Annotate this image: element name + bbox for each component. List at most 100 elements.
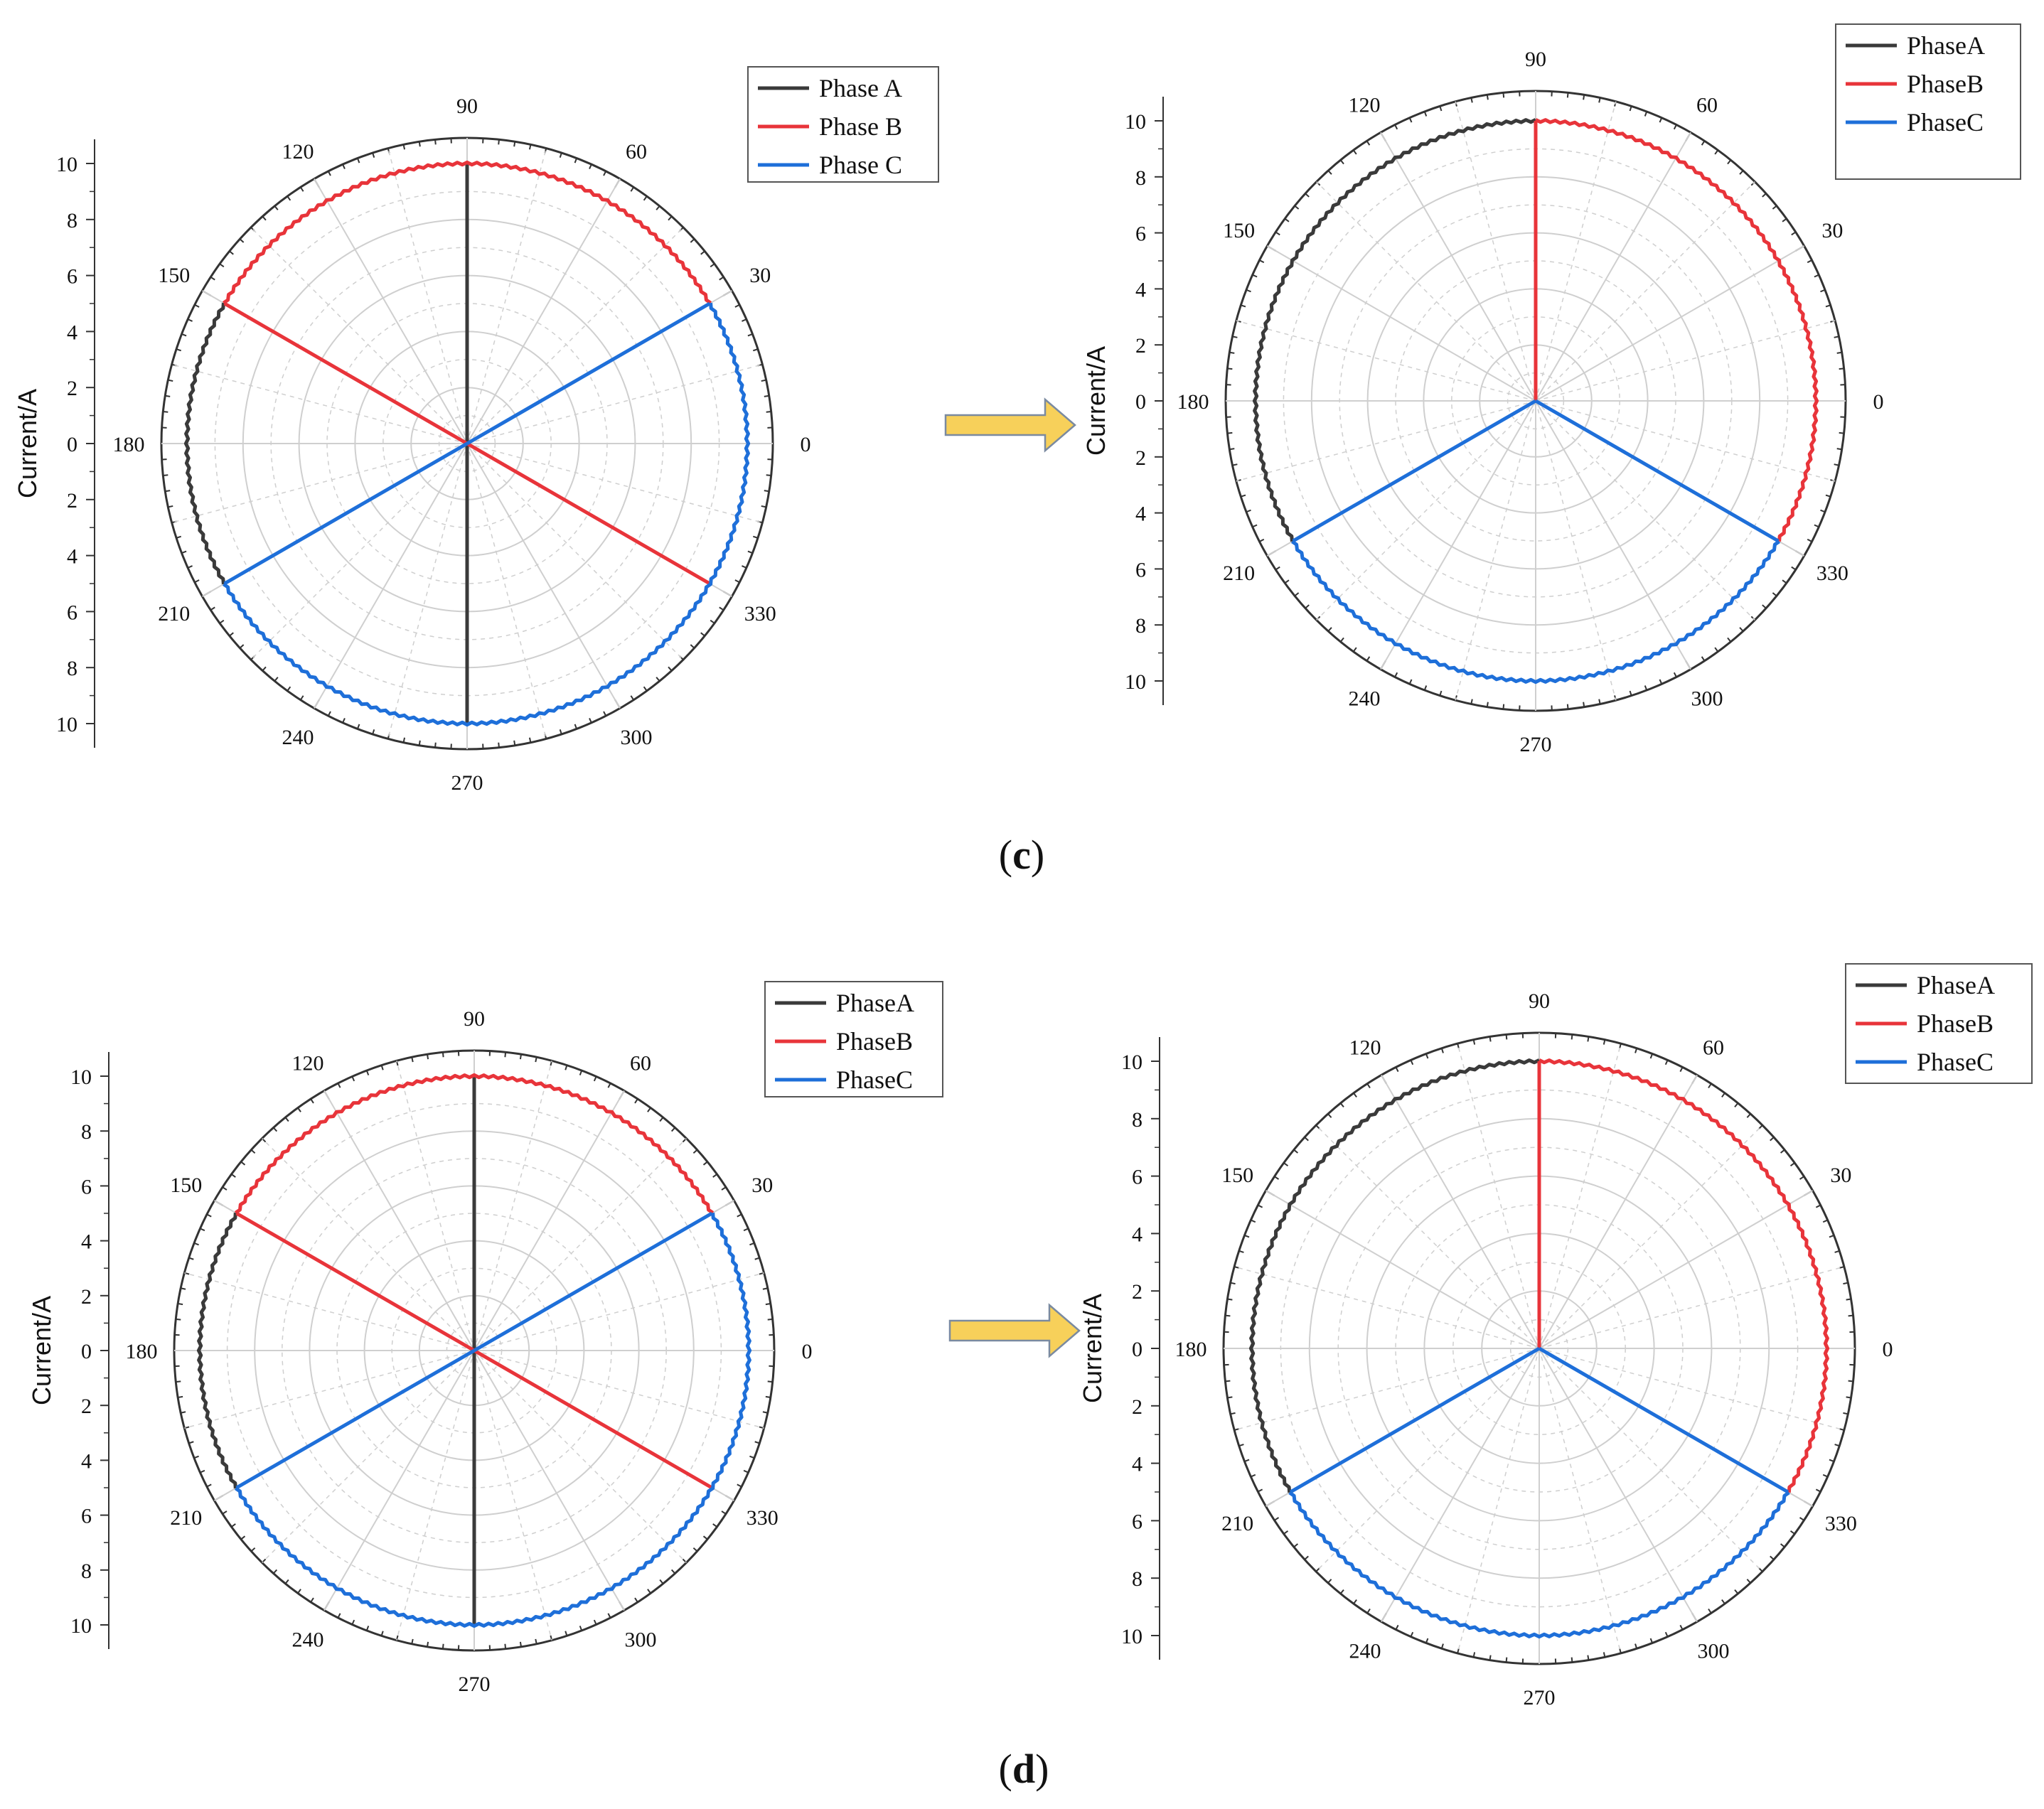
angle-tick — [181, 1287, 186, 1290]
grid-spoke — [262, 1138, 475, 1351]
grid-spoke — [1535, 400, 1691, 670]
angle-tick — [1839, 431, 1844, 434]
angle-tick — [1644, 685, 1648, 691]
angle-tick-label: 120 — [282, 140, 314, 163]
angle-tick — [719, 276, 724, 281]
angle-tick — [1395, 1066, 1399, 1073]
radial-tick-label: 8 — [67, 209, 77, 232]
angle-tick — [690, 238, 695, 243]
angle-tick — [168, 505, 173, 508]
angle-tick — [1649, 1053, 1654, 1059]
angle-tick-label: 0 — [802, 1340, 813, 1363]
angle-tick — [643, 195, 648, 201]
angle-tick — [434, 139, 437, 145]
series-spoke — [235, 1348, 476, 1490]
angle-tick — [1241, 494, 1246, 498]
angle-tick — [564, 1065, 568, 1070]
series-arc — [183, 303, 225, 584]
angle-tick — [1327, 1113, 1332, 1118]
angle-tick — [418, 740, 421, 746]
angle-tick — [670, 1569, 676, 1574]
angle-tick — [1327, 1579, 1332, 1584]
angle-tick — [1772, 592, 1777, 597]
angle-tick — [165, 490, 171, 493]
series-3 — [234, 1211, 752, 1628]
angle-tick-label: 0 — [1883, 1338, 1893, 1361]
series-spoke — [1538, 1346, 1789, 1494]
angle-tick — [1339, 1589, 1344, 1594]
angle-tick — [250, 1149, 256, 1154]
angle-tick-label: 30 — [1821, 219, 1843, 242]
grid-spoke — [1539, 1043, 1622, 1349]
angle-tick — [231, 1523, 236, 1528]
angle-tick-label: 300 — [625, 1628, 657, 1651]
angle-tick — [498, 742, 500, 748]
radial-tick-label: 4 — [1135, 503, 1146, 526]
angle-tick — [1439, 690, 1443, 696]
angle-tick — [1815, 1488, 1821, 1493]
radial-tick-label: 6 — [1132, 1510, 1143, 1533]
series-2 — [222, 160, 712, 586]
angle-tick — [668, 215, 673, 221]
angle-tick — [1583, 702, 1585, 707]
angle-tick — [734, 579, 740, 584]
angle-tick — [356, 158, 360, 163]
angle-tick — [1602, 1652, 1606, 1658]
grid-spoke — [1380, 131, 1536, 402]
angle-tick — [1423, 111, 1428, 117]
angle-tick — [712, 1523, 717, 1528]
angle-tick — [1721, 1599, 1725, 1604]
grid-spoke — [473, 1350, 687, 1563]
angle-tick — [647, 1107, 651, 1112]
legend-label: PhaseA — [836, 989, 914, 1017]
series-arc — [1290, 540, 1781, 685]
angle-tick — [1439, 106, 1443, 112]
panel-label: d — [1012, 1746, 1035, 1792]
grid-spoke — [262, 1350, 475, 1563]
angle-tick — [1834, 1250, 1840, 1253]
series-3 — [1288, 1346, 1790, 1639]
legend: PhaseA PhaseB PhaseC — [1845, 963, 2033, 1084]
y-axis-label: Current/A — [27, 1296, 56, 1405]
angle-tick — [1294, 592, 1300, 597]
angle-tick — [176, 348, 182, 352]
angle-tick-label: 60 — [1696, 94, 1718, 117]
angle-tick — [559, 729, 562, 735]
angle-tick — [700, 632, 705, 637]
radial-tick-label: 10 — [56, 153, 77, 176]
grid-spoke — [1535, 181, 1755, 402]
radial-tick-label: 6 — [81, 1505, 92, 1528]
angle-tick — [1770, 1137, 1775, 1142]
angle-tick — [634, 1098, 638, 1104]
radial-tick-label: 8 — [67, 657, 77, 680]
grid-spoke — [323, 1350, 475, 1611]
series-2 — [1534, 118, 1819, 542]
angle-tick — [747, 333, 753, 337]
angle-tick — [365, 1070, 370, 1075]
angle-tick — [1780, 1149, 1785, 1154]
angle-tick — [272, 1569, 278, 1574]
angle-tick-label: 150 — [170, 1174, 202, 1197]
angle-tick — [1829, 1459, 1834, 1463]
series-2 — [1537, 1058, 1830, 1493]
angle-tick — [1762, 604, 1767, 609]
grid-spoke — [1381, 1348, 1540, 1623]
angle-tick — [1799, 1517, 1804, 1521]
angle-tick — [1304, 1555, 1309, 1560]
angle-tick — [647, 1589, 651, 1594]
angle-tick — [351, 1076, 355, 1082]
angle-tick — [1629, 690, 1632, 696]
series-2 — [234, 1073, 715, 1490]
angle-tick — [1673, 124, 1677, 130]
angle-tick — [1305, 604, 1310, 609]
angle-tick — [719, 606, 724, 611]
angle-tick — [365, 1626, 370, 1631]
grid-spoke — [473, 1350, 764, 1429]
angle-tick — [1571, 1034, 1573, 1040]
angle-tick-label: 180 — [1177, 390, 1209, 414]
radial-tick-label: 8 — [1135, 614, 1146, 638]
series-arc — [196, 1213, 237, 1488]
angle-tick — [1408, 117, 1413, 123]
radial-tick-label: 10 — [70, 1614, 92, 1638]
angle-tick — [1275, 231, 1280, 236]
